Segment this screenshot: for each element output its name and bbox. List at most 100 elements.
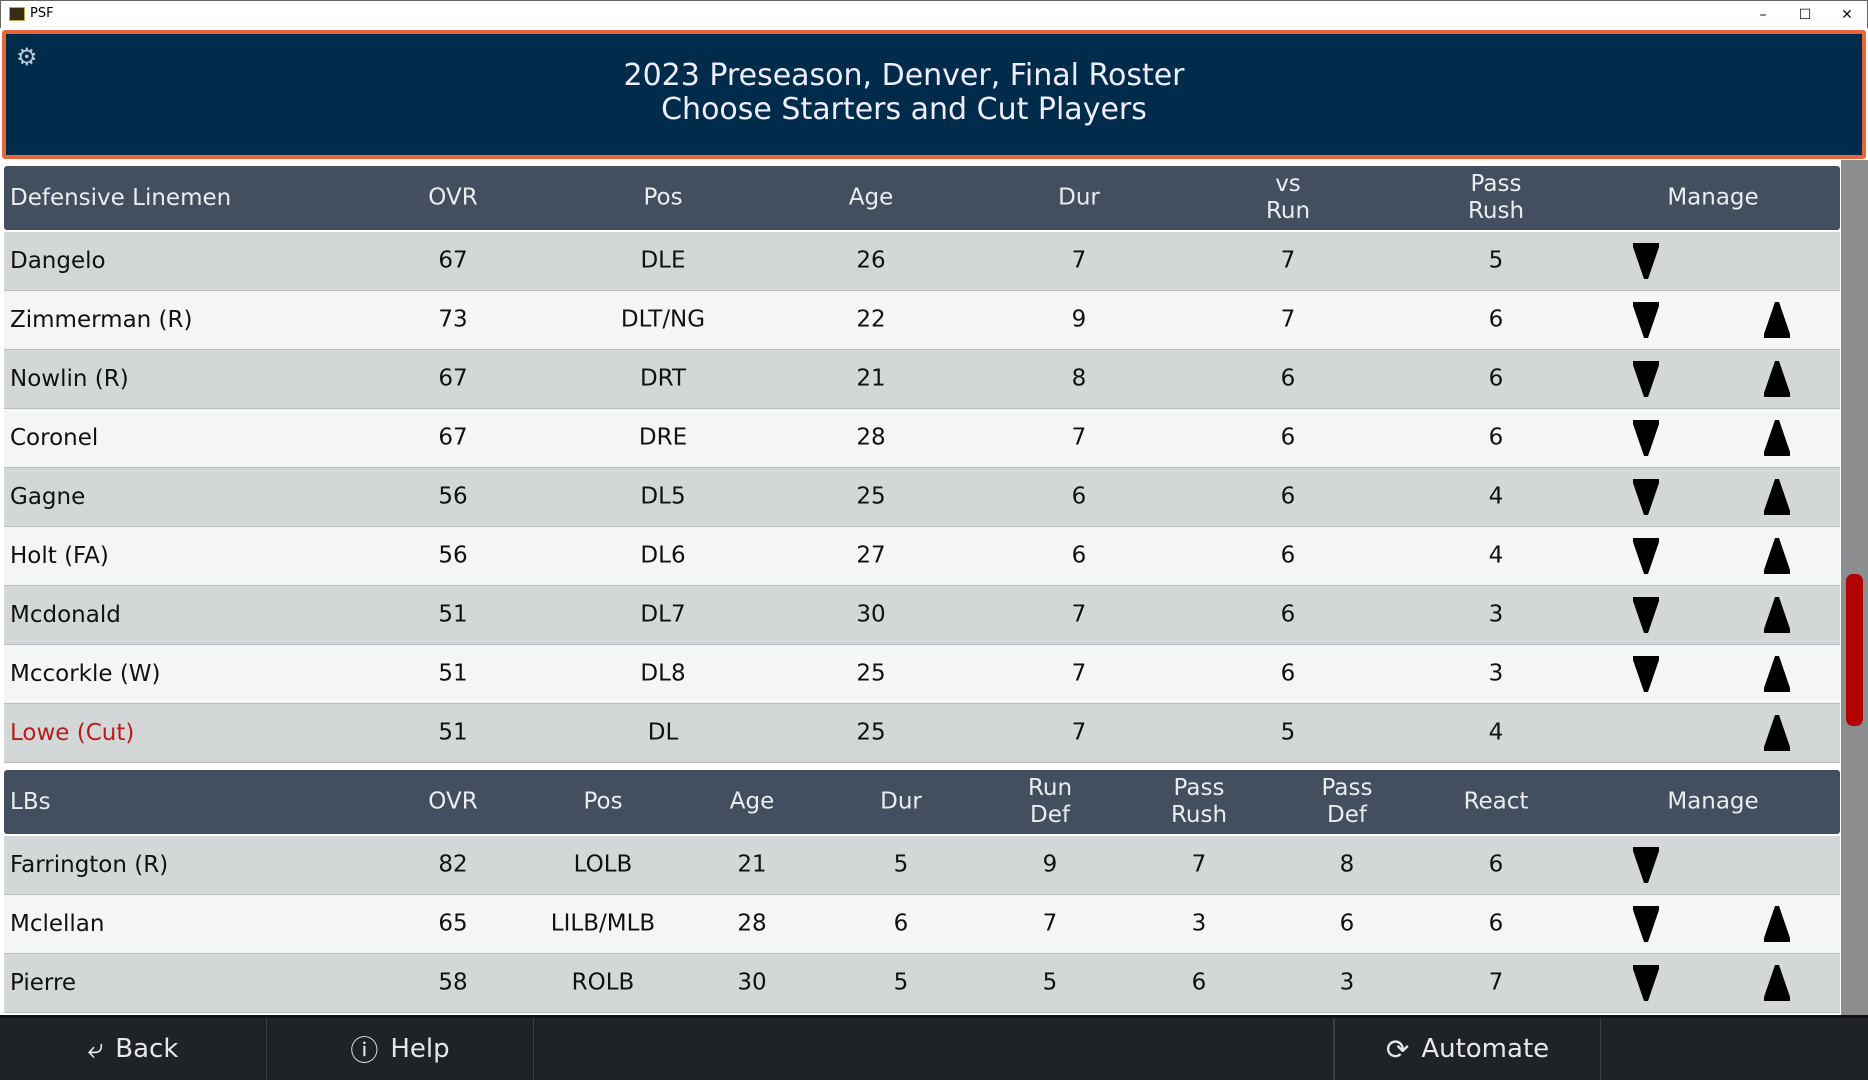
- stat-cell: 28: [737, 910, 767, 937]
- stat-cell: 7: [1071, 601, 1087, 628]
- demote-arrow-down-icon[interactable]: [1633, 361, 1659, 397]
- stat-cell: 73: [438, 306, 468, 333]
- player-name[interactable]: Holt (FA): [10, 543, 109, 569]
- promote-arrow-up-icon[interactable]: [1764, 906, 1790, 942]
- demote-arrow-down-icon[interactable]: [1633, 656, 1659, 692]
- stat-cell: 27: [856, 542, 886, 569]
- promote-arrow-up-icon[interactable]: [1764, 479, 1790, 515]
- stat-cell: 9: [1042, 851, 1058, 878]
- demote-arrow-down-icon[interactable]: [1633, 302, 1659, 338]
- table-row[interactable]: Coronel 67 DRE 28 7 6 6: [4, 409, 1840, 468]
- table-row[interactable]: Gagne 56 DL5 25 6 6 4: [4, 468, 1840, 527]
- demote-arrow-down-icon[interactable]: [1633, 906, 1659, 942]
- player-name[interactable]: Nowlin (R): [10, 366, 129, 392]
- stat-cell: 6: [1488, 424, 1504, 451]
- stat-cell: 6: [1191, 969, 1207, 996]
- column-header: Dur: [880, 788, 922, 815]
- stat-cell: 8: [1339, 851, 1355, 878]
- player-name[interactable]: Mccorkle (W): [10, 661, 161, 687]
- stat-cell: 3: [1191, 910, 1207, 937]
- stat-cell: 5: [893, 851, 909, 878]
- demote-arrow-down-icon[interactable]: [1633, 479, 1659, 515]
- lb_table-group-title: LBs: [10, 789, 51, 815]
- promote-arrow-up-icon[interactable]: [1764, 715, 1790, 751]
- stat-cell: 6: [1280, 601, 1296, 628]
- player-name[interactable]: Lowe (Cut): [10, 720, 135, 746]
- stat-cell: DRE: [638, 424, 688, 451]
- player-name[interactable]: Dangelo: [10, 248, 106, 274]
- table-row[interactable]: Mclellan 65 LILB/MLB 28 6 7 3 6 6: [4, 895, 1840, 954]
- stat-cell: 4: [1488, 542, 1504, 569]
- column-header: Dur: [1058, 184, 1100, 211]
- table-row[interactable]: Dangelo 67 DLE 26 7 7 5: [4, 232, 1840, 291]
- demote-arrow-down-icon[interactable]: [1633, 597, 1659, 633]
- stat-cell: 58: [438, 969, 468, 996]
- promote-arrow-up-icon[interactable]: [1764, 302, 1790, 338]
- promote-arrow-up-icon[interactable]: [1764, 538, 1790, 574]
- table-row[interactable]: Holt (FA) 56 DL6 27 6 6 4: [4, 527, 1840, 586]
- stat-cell: 21: [737, 851, 767, 878]
- stat-cell: 25: [856, 660, 886, 687]
- stat-cell: 67: [438, 424, 468, 451]
- close-button[interactable]: ✕: [1841, 7, 1853, 23]
- player-name[interactable]: Farrington (R): [10, 852, 169, 878]
- player-name[interactable]: Coronel: [10, 425, 99, 451]
- stat-cell: 7: [1488, 969, 1504, 996]
- stat-cell: 5: [1280, 719, 1296, 746]
- gear-icon[interactable]: ⚙: [16, 43, 38, 71]
- page-subtitle: Choose Starters and Cut Players: [661, 92, 1147, 127]
- promote-arrow-up-icon[interactable]: [1764, 965, 1790, 1001]
- table-row[interactable]: Mcdonald 51 DL7 30 7 6 3: [4, 586, 1840, 645]
- stat-cell: 4: [1488, 719, 1504, 746]
- table-row[interactable]: Mccorkle (W) 51 DL8 25 7 6 3: [4, 645, 1840, 704]
- demote-arrow-down-icon[interactable]: [1633, 243, 1659, 279]
- column-header: Pos: [643, 184, 683, 211]
- minimize-button[interactable]: –: [1759, 7, 1767, 23]
- help-button[interactable]: ⓘ Help: [267, 1018, 534, 1080]
- stat-cell: 51: [438, 719, 468, 746]
- stat-cell: 4: [1488, 483, 1504, 510]
- stat-cell: 6: [1280, 365, 1296, 392]
- promote-arrow-up-icon[interactable]: [1764, 361, 1790, 397]
- player-name[interactable]: Pierre: [10, 970, 77, 996]
- footer-bar: ⤶ Back ⓘ Help ⟳ Automate: [0, 1015, 1868, 1080]
- player-name[interactable]: Mcdonald: [10, 602, 121, 628]
- demote-arrow-down-icon[interactable]: [1633, 538, 1659, 574]
- player-name[interactable]: Zimmerman (R): [10, 307, 193, 333]
- stat-cell: 6: [1488, 306, 1504, 333]
- automate-button[interactable]: ⟳ Automate: [1334, 1018, 1601, 1080]
- back-button[interactable]: ⤶ Back: [0, 1018, 267, 1080]
- stat-cell: 5: [893, 969, 909, 996]
- demote-arrow-down-icon[interactable]: [1633, 965, 1659, 1001]
- promote-arrow-up-icon[interactable]: [1764, 597, 1790, 633]
- stat-cell: 30: [856, 601, 886, 628]
- promote-arrow-up-icon[interactable]: [1764, 420, 1790, 456]
- column-header: OVR: [428, 184, 478, 211]
- demote-arrow-down-icon[interactable]: [1633, 847, 1659, 883]
- table-row[interactable]: Pierre 58 ROLB 30 5 5 6 3 7: [4, 954, 1840, 1013]
- player-name[interactable]: Gagne: [10, 484, 86, 510]
- table-row[interactable]: Farrington (R) 82 LOLB 21 5 9 7 8 6: [4, 836, 1840, 895]
- player-name[interactable]: Mclellan: [10, 911, 105, 937]
- app-icon: [9, 7, 25, 21]
- stat-cell: DL: [647, 719, 679, 746]
- scrollbar-thumb[interactable]: [1846, 574, 1863, 726]
- table-row[interactable]: Lowe (Cut) 51 DL 25 7 5 4: [4, 704, 1840, 763]
- stat-cell: 21: [856, 365, 886, 392]
- scrollbar[interactable]: [1841, 160, 1868, 1015]
- column-header: Run Def: [1027, 775, 1073, 828]
- column-header: Manage: [1667, 184, 1759, 211]
- maximize-button[interactable]: ☐: [1798, 7, 1812, 23]
- column-header: Pass Rush: [1170, 775, 1228, 828]
- window-title: PSF: [30, 6, 54, 21]
- dl_table-header-row: Defensive Linemen OVR Pos Age Dur vs Run Pass …: [4, 166, 1840, 230]
- promote-arrow-up-icon[interactable]: [1764, 656, 1790, 692]
- back-label: Back: [115, 1034, 179, 1064]
- help-label: Help: [390, 1034, 450, 1064]
- table-row[interactable]: Nowlin (R) 67 DRT 21 8 6 6: [4, 350, 1840, 409]
- stat-cell: 7: [1071, 424, 1087, 451]
- stat-cell: 7: [1071, 247, 1087, 274]
- demote-arrow-down-icon[interactable]: [1633, 420, 1659, 456]
- stat-cell: 6: [1339, 910, 1355, 937]
- table-row[interactable]: Zimmerman (R) 73 DLT/NG 22 9 7 6: [4, 291, 1840, 350]
